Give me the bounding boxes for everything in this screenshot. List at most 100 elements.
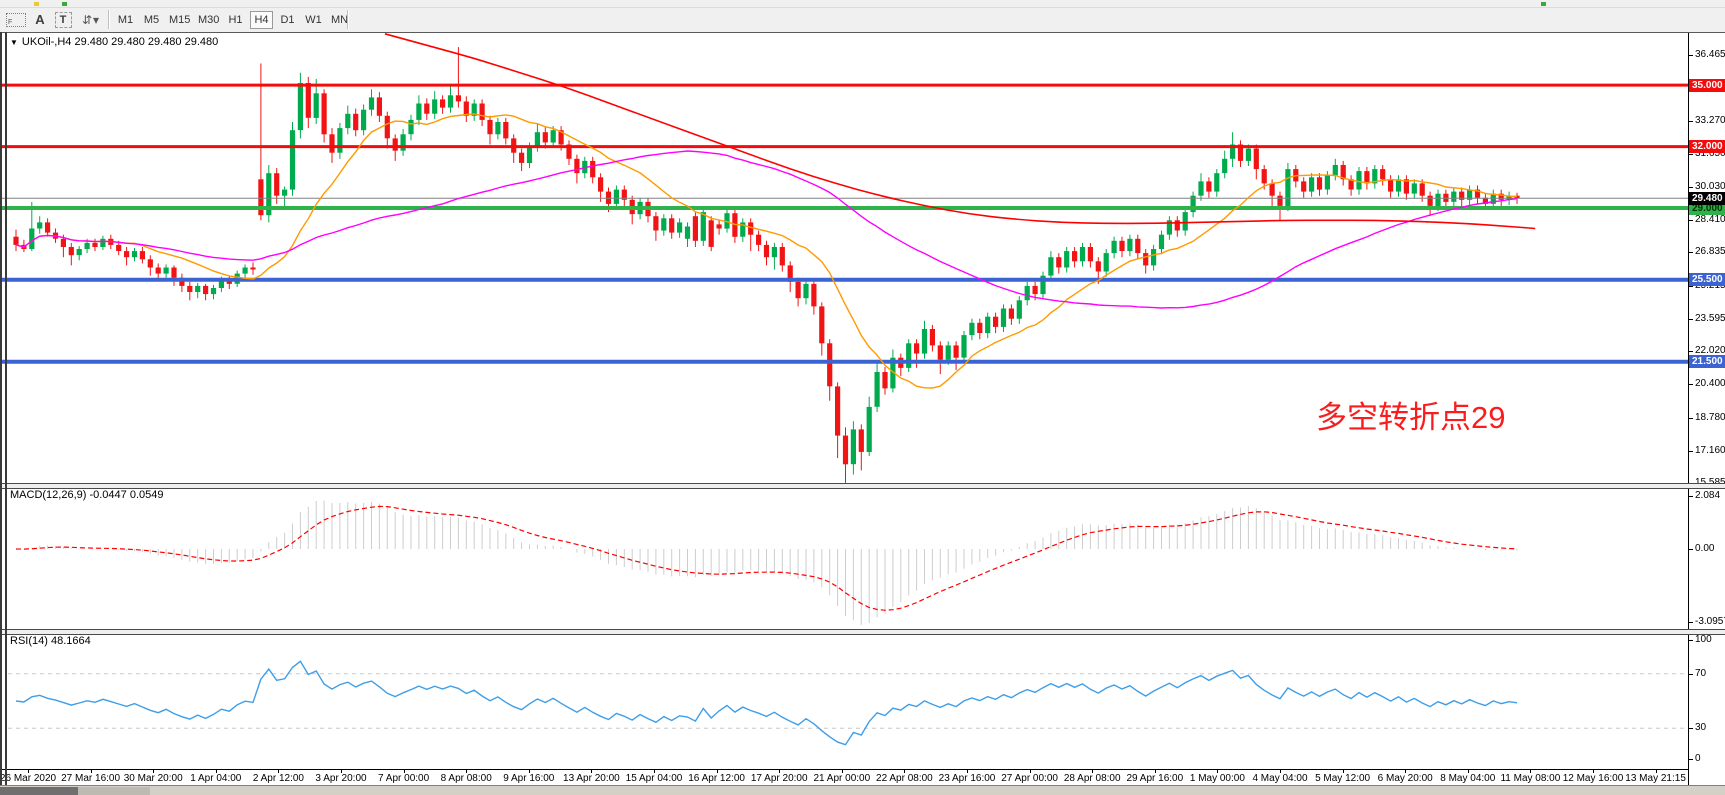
time-tick bbox=[904, 770, 906, 773]
time-tick-label: 1 May 00:00 bbox=[1189, 773, 1245, 784]
price-tick-label: 36.465 bbox=[1689, 49, 1725, 61]
price-level-label: 29.000 bbox=[1689, 201, 1725, 215]
macd-canvas[interactable] bbox=[0, 487, 1688, 629]
rsi-axis-label: 30 bbox=[1689, 722, 1725, 734]
price-tick-label: 20.400 bbox=[1689, 378, 1725, 390]
time-tick-label: 13 Apr 20:00 bbox=[563, 773, 620, 784]
symbol-dropdown-icon[interactable]: ▼ bbox=[10, 38, 18, 47]
time-tick-label: 27 Mar 16:00 bbox=[61, 773, 121, 784]
price-level-label: 35.000 bbox=[1689, 78, 1725, 92]
time-tick-label: 2 Apr 12:00 bbox=[252, 773, 304, 784]
current-price-label: 29.480 bbox=[1689, 191, 1725, 205]
price-tick-label: 23.595 bbox=[1689, 313, 1725, 325]
time-tick-label: 30 Mar 20:00 bbox=[123, 773, 183, 784]
toolbar-separator bbox=[347, 10, 349, 29]
price-tick-label: 31.650 bbox=[1689, 148, 1725, 160]
main-chart-canvas[interactable] bbox=[0, 33, 1688, 483]
dropdown-caret-icon[interactable]: ▾ bbox=[93, 12, 101, 27]
price-level-label: 25.500 bbox=[1689, 273, 1725, 287]
macd-indicator-label: MACD(12,26,9) -0.0447 0.0549 bbox=[10, 489, 164, 501]
price-axis[interactable]: 36.46534.84533.27031.65030.03028.41026.8… bbox=[1688, 32, 1725, 785]
timeframe-button-H1[interactable]: H1 bbox=[228, 14, 243, 26]
timeframe-button-D1[interactable]: D1 bbox=[280, 14, 295, 26]
time-tick bbox=[90, 770, 92, 773]
price-tick-label: 30.030 bbox=[1689, 181, 1725, 193]
chart-text-annotation[interactable]: 多空转折点29 bbox=[1316, 400, 1506, 435]
time-tick bbox=[153, 770, 155, 773]
panel-separator[interactable] bbox=[0, 629, 1725, 635]
timeframe-button-H4[interactable]: H4 bbox=[250, 11, 273, 29]
time-tick-label: 26 Mar 2020 bbox=[0, 773, 57, 784]
tab-strip-fragment bbox=[78, 787, 150, 795]
clipped-icon bbox=[1541, 2, 1546, 6]
time-axis[interactable]: 26 Mar 2020 27 Mar 16:00 30 Mar 20:00 1 Apr… bbox=[0, 769, 1688, 785]
time-tick bbox=[1530, 770, 1532, 773]
text-annotation-icon[interactable]: A bbox=[35, 12, 45, 27]
time-tick-label: 1 Apr 04:00 bbox=[190, 773, 242, 784]
time-tick bbox=[1217, 770, 1219, 773]
toolbar-separator bbox=[108, 10, 110, 29]
time-tick bbox=[1154, 770, 1156, 773]
text-label-icon[interactable]: T bbox=[53, 11, 73, 28]
time-tick-label: 9 Apr 16:00 bbox=[503, 773, 555, 784]
rsi-axis-label: 70 bbox=[1689, 668, 1725, 680]
time-tick-label: 22 Apr 08:00 bbox=[876, 773, 933, 784]
time-tick bbox=[341, 770, 342, 773]
time-tick-label: 15 Apr 04:00 bbox=[625, 773, 683, 784]
time-tick-label: 28 Apr 08:00 bbox=[1063, 773, 1121, 784]
tab-strip-fragment bbox=[0, 787, 78, 795]
price-tick-label: 22.020 bbox=[1689, 345, 1725, 357]
timeframe-button-M30[interactable]: M30 bbox=[198, 14, 220, 26]
time-tick bbox=[716, 770, 718, 773]
status-strip bbox=[0, 785, 1725, 795]
time-tick-label: 23 Apr 16:00 bbox=[938, 773, 996, 784]
time-tick bbox=[1655, 770, 1657, 773]
timeframe-button-M15[interactable]: M15 bbox=[169, 14, 191, 26]
panel-left-border bbox=[5, 32, 7, 785]
time-tick bbox=[841, 770, 843, 773]
time-tick-label: 3 Apr 20:00 bbox=[315, 773, 367, 784]
price-tick-label: 17.160 bbox=[1689, 445, 1725, 457]
clipped-toolbar-row bbox=[0, 0, 1725, 8]
price-tick-label: 26.835 bbox=[1689, 246, 1725, 258]
time-tick bbox=[528, 770, 530, 773]
time-tick bbox=[403, 770, 405, 773]
price-level-label: 32.000 bbox=[1689, 140, 1725, 154]
time-tick-label: 13 May 21:15 bbox=[1625, 773, 1686, 784]
timeframe-button-M1[interactable]: M1 bbox=[117, 14, 134, 26]
price-level-label: 21.500 bbox=[1689, 355, 1725, 369]
time-tick bbox=[1280, 770, 1281, 773]
price-tick-label: 28.410 bbox=[1689, 214, 1725, 226]
indicator-arrows-icon[interactable]: ⇵ ▾ bbox=[81, 12, 101, 27]
main-chart-panel: ▼ UKOil-,H4 29.480 29.480 29.480 29.480 多… bbox=[0, 33, 1688, 483]
time-tick bbox=[1405, 770, 1407, 773]
time-tick-label: 4 May 04:00 bbox=[1252, 773, 1308, 784]
time-tick bbox=[591, 770, 593, 773]
rsi-axis-label: 100 bbox=[1689, 634, 1725, 646]
rsi-indicator-label: RSI(14) 48.1664 bbox=[10, 635, 91, 647]
time-tick bbox=[1593, 770, 1594, 773]
time-tick-label: 17 Apr 20:00 bbox=[750, 773, 808, 784]
time-tick-label: 27 Apr 00:00 bbox=[1001, 773, 1058, 784]
timeframe-button-W1[interactable]: W1 bbox=[305, 14, 322, 26]
time-tick-label: 12 May 16:00 bbox=[1562, 773, 1624, 784]
timeframe-button-MN[interactable]: MN bbox=[331, 14, 349, 26]
time-tick-label: 5 May 12:00 bbox=[1315, 773, 1371, 784]
panel-separator[interactable] bbox=[0, 483, 1725, 489]
time-tick bbox=[215, 770, 217, 773]
time-tick-label: 21 Apr 00:00 bbox=[813, 773, 871, 784]
rsi-canvas[interactable] bbox=[0, 633, 1688, 769]
time-tick bbox=[1029, 770, 1031, 773]
macd-axis-label: -3.0957 bbox=[1689, 616, 1725, 628]
time-tick bbox=[967, 770, 968, 773]
pointer-grid-icon[interactable]: F bbox=[5, 11, 27, 28]
rsi-axis-label: 0 bbox=[1689, 753, 1725, 765]
chart-toolbar: F A T ⇵ ▾ M1 M5 M15 M30 H1 H4 D1 W1 MN bbox=[0, 8, 1725, 33]
symbol-ohlc-label: ▼ UKOil-,H4 29.480 29.480 29.480 29.480 bbox=[10, 36, 219, 48]
timeframe-button-M5[interactable]: M5 bbox=[143, 14, 160, 26]
time-tick-label: 6 May 20:00 bbox=[1377, 773, 1433, 784]
time-tick bbox=[779, 770, 781, 773]
time-tick bbox=[1092, 770, 1094, 773]
time-tick-label: 16 Apr 12:00 bbox=[688, 773, 745, 784]
